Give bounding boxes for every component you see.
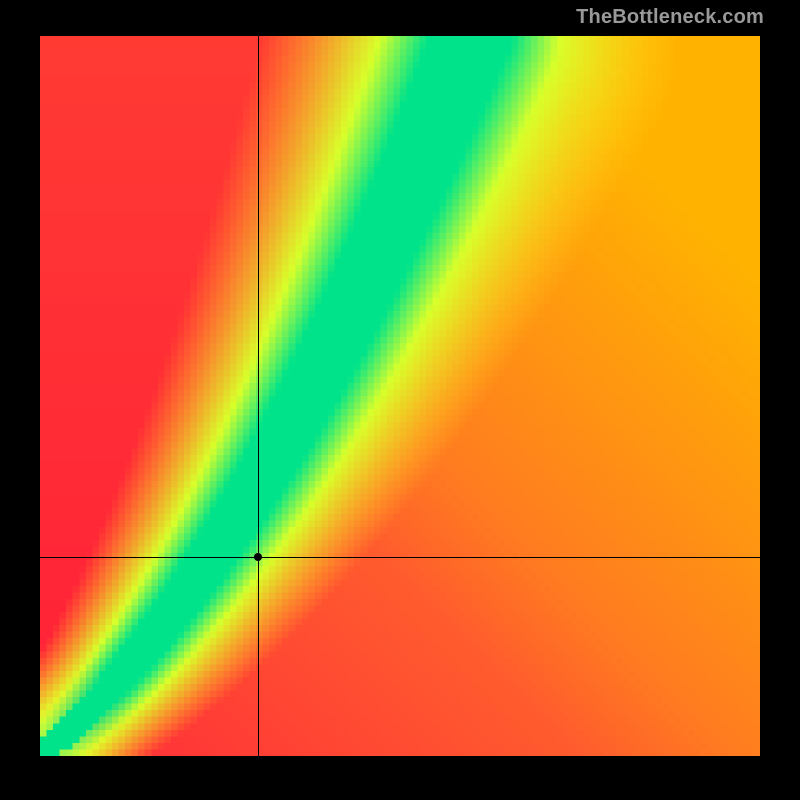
crosshair-vertical-line [258, 36, 259, 756]
crosshair-horizontal-line [40, 557, 760, 558]
watermark-text: TheBottleneck.com [576, 6, 764, 29]
bottleneck-heatmap [40, 36, 760, 756]
crosshair-marker-dot [254, 553, 262, 561]
chart-container: TheBottleneck.com [0, 0, 800, 800]
